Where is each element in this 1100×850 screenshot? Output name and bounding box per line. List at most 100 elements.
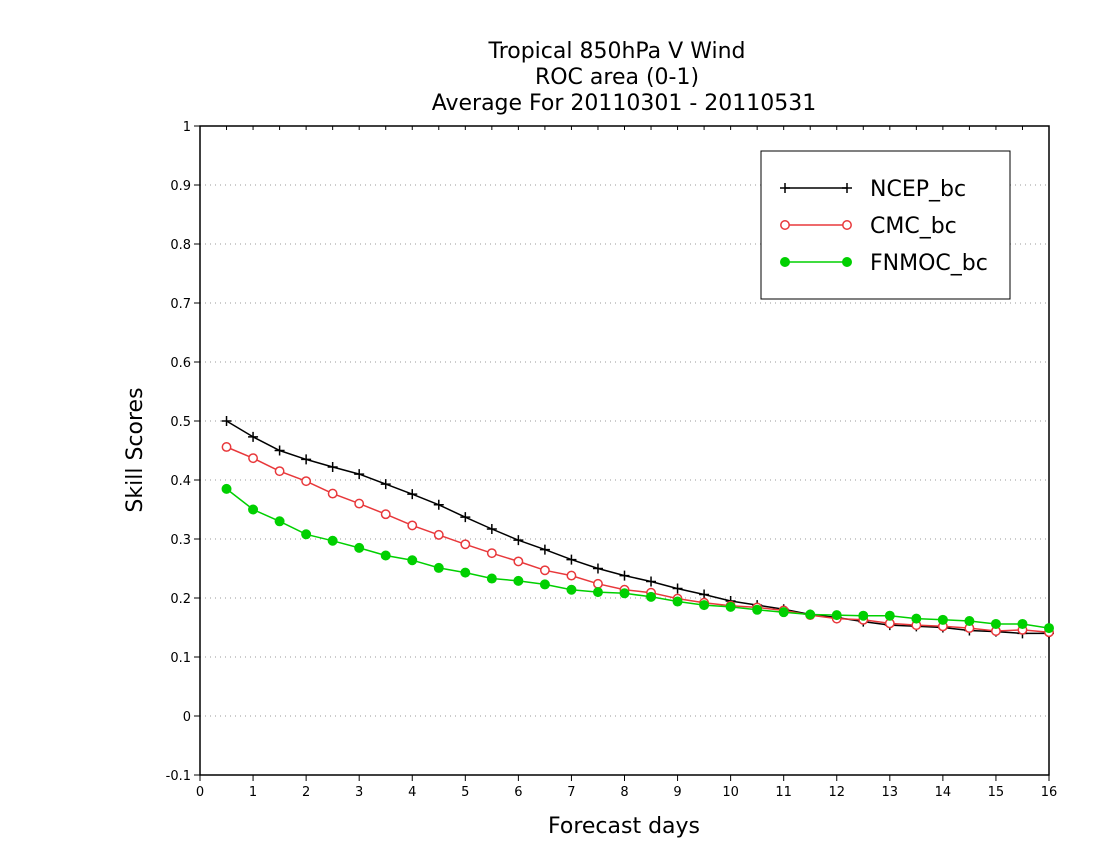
x-tick-label: 12 bbox=[828, 785, 845, 800]
legend-item-fnmoc-bc: FNMOC_bc bbox=[780, 251, 988, 276]
x-tick-label: 14 bbox=[935, 785, 952, 800]
data-point-cmc-bc bbox=[248, 453, 259, 464]
data-point-ncep-bc bbox=[327, 462, 338, 473]
data-point-fnmoc-bc bbox=[327, 535, 338, 546]
data-point-fnmoc-bc bbox=[380, 550, 391, 561]
data-point-ncep-bc bbox=[274, 445, 285, 456]
data-point-ncep-bc bbox=[354, 469, 365, 480]
data-point-fnmoc-bc bbox=[513, 575, 524, 586]
x-axis-label: Forecast days bbox=[548, 814, 700, 839]
data-point-ncep-bc bbox=[513, 535, 524, 546]
chart-title-line-3: Average For 20110301 - 20110531 bbox=[432, 91, 817, 116]
data-point-fnmoc-bc bbox=[1017, 618, 1028, 629]
data-point-fnmoc-bc bbox=[274, 516, 285, 527]
y-tick-label: 0.1 bbox=[170, 651, 191, 666]
data-point-fnmoc-bc bbox=[539, 579, 550, 590]
data-point-cmc-bc bbox=[327, 488, 338, 499]
data-point-ncep-bc bbox=[380, 479, 391, 490]
legend-marker bbox=[842, 220, 852, 230]
x-tick-label: 8 bbox=[620, 785, 628, 800]
y-tick-label: 1 bbox=[183, 120, 191, 135]
data-point-cmc-bc bbox=[301, 476, 312, 487]
legend-label: NCEP_bc bbox=[870, 177, 966, 202]
series-fnmoc-bc bbox=[221, 483, 1054, 634]
data-point-cmc-bc bbox=[566, 570, 577, 581]
y-tick-label: 0.5 bbox=[170, 415, 191, 430]
y-tick-label: 0.8 bbox=[170, 238, 191, 253]
data-point-ncep-bc bbox=[539, 544, 550, 555]
data-point-ncep-bc bbox=[407, 489, 418, 500]
data-point-cmc-bc bbox=[486, 548, 497, 559]
y-tick-label: 0.7 bbox=[170, 297, 191, 312]
x-tick-label: 1 bbox=[249, 785, 257, 800]
data-point-fnmoc-bc bbox=[1044, 623, 1054, 634]
x-tick-label: 11 bbox=[775, 785, 792, 800]
data-point-cmc-bc bbox=[354, 498, 365, 509]
x-tick-label: 4 bbox=[408, 785, 416, 800]
legend: NCEP_bc CMC_bc FNMOC_bc bbox=[760, 150, 1011, 300]
legend-marker bbox=[842, 183, 852, 193]
data-point-ncep-bc bbox=[566, 554, 577, 565]
data-point-ncep-bc bbox=[460, 512, 471, 523]
legend-label: CMC_bc bbox=[870, 214, 957, 239]
x-tick-label: 5 bbox=[461, 785, 469, 800]
x-tick-label: 3 bbox=[355, 785, 363, 800]
y-tick-label: 0.2 bbox=[170, 592, 191, 607]
series-layer bbox=[221, 416, 1054, 639]
y-tick-label: -0.1 bbox=[166, 769, 191, 784]
data-point-ncep-bc bbox=[486, 523, 497, 534]
legend-marker bbox=[780, 257, 790, 267]
data-point-fnmoc-bc bbox=[221, 483, 232, 494]
data-point-fnmoc-bc bbox=[937, 614, 948, 625]
x-tick-label: 9 bbox=[673, 785, 681, 800]
data-point-ncep-bc bbox=[433, 499, 444, 510]
chart-title-line-1: Tropical 850hPa V Wind bbox=[487, 39, 745, 64]
x-tick-label: 7 bbox=[567, 785, 575, 800]
data-point-cmc-bc bbox=[513, 556, 524, 567]
legend-marker bbox=[780, 220, 790, 230]
data-point-ncep-bc bbox=[672, 583, 683, 594]
data-point-fnmoc-bc bbox=[248, 504, 259, 515]
data-point-ncep-bc bbox=[619, 570, 630, 581]
y-tick-label: 0.6 bbox=[170, 356, 191, 371]
data-point-fnmoc-bc bbox=[646, 591, 657, 602]
data-point-fnmoc-bc bbox=[301, 529, 312, 540]
data-point-ncep-bc bbox=[592, 563, 603, 574]
data-point-fnmoc-bc bbox=[911, 613, 922, 624]
data-point-fnmoc-bc bbox=[672, 596, 683, 607]
x-tick-label: 13 bbox=[882, 785, 899, 800]
data-point-fnmoc-bc bbox=[831, 610, 842, 621]
series-ncep-bc bbox=[221, 416, 1054, 639]
x-tick-label: 2 bbox=[302, 785, 310, 800]
series-line-cmc-bc bbox=[226, 446, 1050, 633]
x-tick-label: 10 bbox=[722, 785, 739, 800]
data-point-fnmoc-bc bbox=[778, 607, 789, 618]
data-point-fnmoc-bc bbox=[752, 604, 763, 615]
series-line-ncep-bc bbox=[226, 420, 1049, 635]
data-point-cmc-bc bbox=[433, 529, 444, 540]
data-point-fnmoc-bc bbox=[699, 600, 710, 611]
y-tick-label: 0.3 bbox=[170, 533, 191, 548]
legend-item-ncep-bc: NCEP_bc bbox=[780, 177, 966, 202]
data-point-fnmoc-bc bbox=[460, 567, 471, 578]
y-axis-label: Skill Scores bbox=[123, 387, 148, 512]
data-point-fnmoc-bc bbox=[592, 587, 603, 598]
data-point-fnmoc-bc bbox=[354, 542, 365, 553]
x-tick-label: 16 bbox=[1041, 785, 1058, 800]
legend-marker bbox=[842, 257, 852, 267]
data-point-cmc-bc bbox=[460, 539, 471, 550]
legend-label: FNMOC_bc bbox=[870, 251, 988, 276]
data-point-cmc-bc bbox=[593, 578, 603, 589]
series-cmc-bc bbox=[221, 442, 1054, 638]
data-point-cmc-bc bbox=[274, 466, 285, 477]
y-tick-label: 0.9 bbox=[170, 179, 191, 194]
data-point-ncep-bc bbox=[248, 431, 259, 442]
series-line-fnmoc-bc bbox=[226, 488, 1050, 629]
x-tick-label: 0 bbox=[196, 785, 204, 800]
legend-item-cmc-bc: CMC_bc bbox=[780, 214, 957, 239]
data-point-fnmoc-bc bbox=[858, 610, 869, 621]
x-tick-label: 6 bbox=[514, 785, 522, 800]
data-point-ncep-bc bbox=[221, 416, 232, 426]
data-point-cmc-bc bbox=[380, 509, 391, 520]
